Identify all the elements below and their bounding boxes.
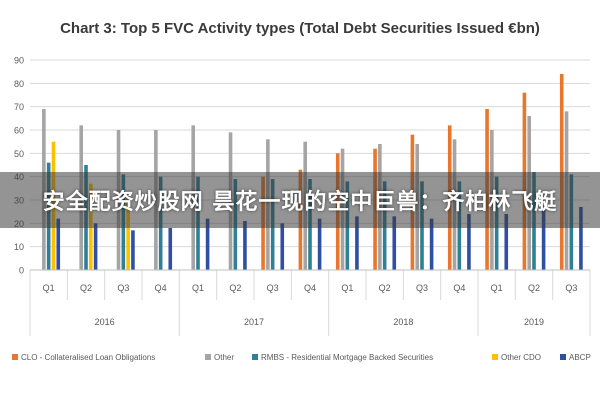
x-tick-label: Q3 <box>416 283 428 293</box>
legend-swatch <box>252 354 258 360</box>
x-group-label: 2018 <box>393 317 413 327</box>
bar <box>280 223 285 270</box>
legend-label: RMBS - Residential Mortgage Backed Secur… <box>261 353 433 362</box>
x-tick-label: Q2 <box>229 283 241 293</box>
x-group-label: 2016 <box>95 317 115 327</box>
bar <box>429 218 434 270</box>
overlay-text: 安全配资炒股网 昙花一现的空中巨兽：齐柏林飞艇 <box>42 190 558 215</box>
y-tick-label: 90 <box>14 56 24 66</box>
y-tick-label: 80 <box>14 79 24 89</box>
x-tick-label: Q4 <box>155 283 167 293</box>
bar <box>467 214 471 270</box>
bar <box>243 221 247 270</box>
bar <box>126 197 130 270</box>
x-tick-label: Q2 <box>80 283 92 293</box>
legend-label: CLO - Collateralised Loan Obligations <box>21 353 155 362</box>
bar <box>579 207 583 270</box>
bar <box>131 230 135 270</box>
x-tick-label: Q1 <box>43 283 55 293</box>
bar <box>168 228 173 270</box>
x-tick-label: Q4 <box>453 283 465 293</box>
legend-swatch <box>12 354 18 360</box>
x-tick-label: Q1 <box>192 283 204 293</box>
x-tick-label: Q3 <box>267 283 279 293</box>
legend-label: ABCP <box>569 353 591 362</box>
x-group-label: 2017 <box>244 317 264 327</box>
legend-swatch <box>205 354 211 360</box>
y-tick-label: 10 <box>14 242 24 252</box>
overlay-banner: 安全配资炒股网 昙花一现的空中巨兽：齐柏林飞艇 <box>0 172 600 228</box>
bar <box>392 216 397 270</box>
x-tick-label: Q1 <box>341 283 353 293</box>
x-group-label: 2019 <box>524 317 544 327</box>
bar <box>56 218 61 270</box>
x-tick-label: Q4 <box>304 283 316 293</box>
x-tick-label: Q3 <box>117 283 129 293</box>
bar <box>355 216 359 270</box>
x-tick-label: Q1 <box>491 283 503 293</box>
x-tick-label: Q2 <box>379 283 391 293</box>
y-tick-label: 50 <box>14 149 24 159</box>
legend-label: Other CDO <box>501 353 541 362</box>
bar <box>205 218 210 270</box>
bar <box>504 214 509 270</box>
y-tick-label: 60 <box>14 126 24 136</box>
bar <box>93 223 98 270</box>
bar <box>317 218 322 270</box>
legend-swatch <box>492 354 498 360</box>
legend-label: Other <box>214 353 234 362</box>
legend-swatch <box>560 354 566 360</box>
y-tick-label: 0 <box>19 266 24 276</box>
chart-title: Chart 3: Top 5 FVC Activity types (Total… <box>60 20 540 37</box>
bar <box>541 209 546 270</box>
x-tick-label: Q3 <box>565 283 577 293</box>
x-tick-label: Q2 <box>528 283 540 293</box>
y-tick-label: 70 <box>14 102 24 112</box>
